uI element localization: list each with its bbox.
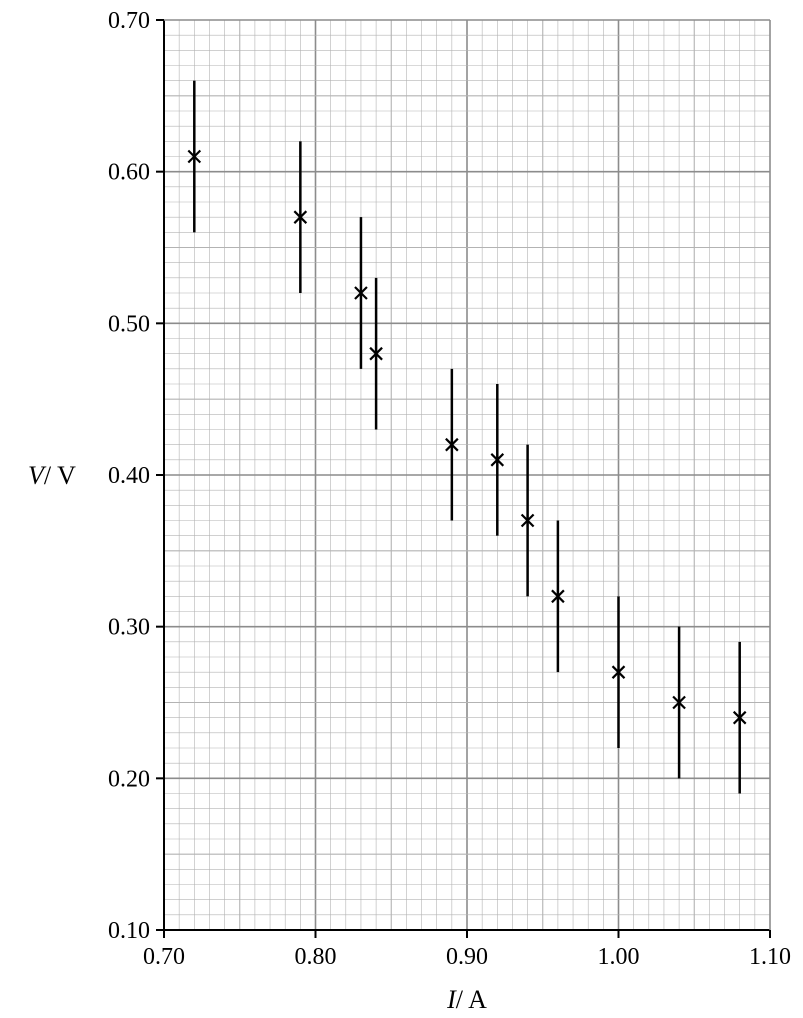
data-point xyxy=(354,286,368,300)
y-tick-label: 0.30 xyxy=(108,615,150,641)
data-point-cross-b xyxy=(187,149,202,164)
data-point-cross-b xyxy=(369,346,383,361)
y-tick-label: 0.20 xyxy=(108,766,150,792)
y-tick-label: 0.70 xyxy=(108,8,150,34)
x-axis-label: I/ A xyxy=(446,985,487,1014)
data-point xyxy=(672,695,686,710)
x-tick-label: 1.10 xyxy=(749,944,791,970)
x-tick-label: 0.80 xyxy=(295,944,337,970)
y-axis-label: V/ V xyxy=(28,461,76,490)
x-tick-label: 1.00 xyxy=(598,944,640,970)
x-tick-label: 0.90 xyxy=(446,944,488,970)
data-point-cross-b xyxy=(672,695,686,710)
data-point-cross-b xyxy=(490,453,505,467)
data-point-cross-b xyxy=(354,286,368,300)
data-point xyxy=(293,210,308,224)
y-axis-unit: / V xyxy=(44,461,76,490)
grid xyxy=(164,20,770,930)
data-point xyxy=(520,513,535,528)
data-point-cross-b xyxy=(551,589,565,604)
data-point xyxy=(490,453,505,467)
data-point xyxy=(187,149,202,164)
data-point-cross-b xyxy=(293,210,308,224)
y-tick-label: 0.50 xyxy=(108,311,150,337)
data-point-cross-b xyxy=(445,437,459,452)
data-point xyxy=(551,589,565,604)
y-tick-label: 0.60 xyxy=(108,160,150,186)
x-axis-unit: / A xyxy=(456,985,487,1014)
data-point-cross-b xyxy=(611,665,626,679)
data-point xyxy=(369,346,383,361)
y-tick-label: 0.40 xyxy=(108,463,150,489)
data-point-cross-b xyxy=(732,710,747,725)
data-point-cross-b xyxy=(520,513,535,528)
x-tick-labels: 0.70 0.80 0.90 1.00 1.10 xyxy=(143,930,791,970)
data-point xyxy=(611,665,626,679)
y-tick-label: 0.10 xyxy=(108,918,150,944)
data-point xyxy=(445,437,459,452)
data-points xyxy=(187,149,747,725)
data-point xyxy=(732,710,747,725)
x-axis-symbol: I xyxy=(446,985,457,1014)
x-tick-label: 0.70 xyxy=(143,944,185,970)
y-tick-labels: 0.10 0.20 0.30 0.40 0.50 0.60 0.70 xyxy=(108,8,164,944)
y-axis-symbol: V xyxy=(28,461,47,490)
